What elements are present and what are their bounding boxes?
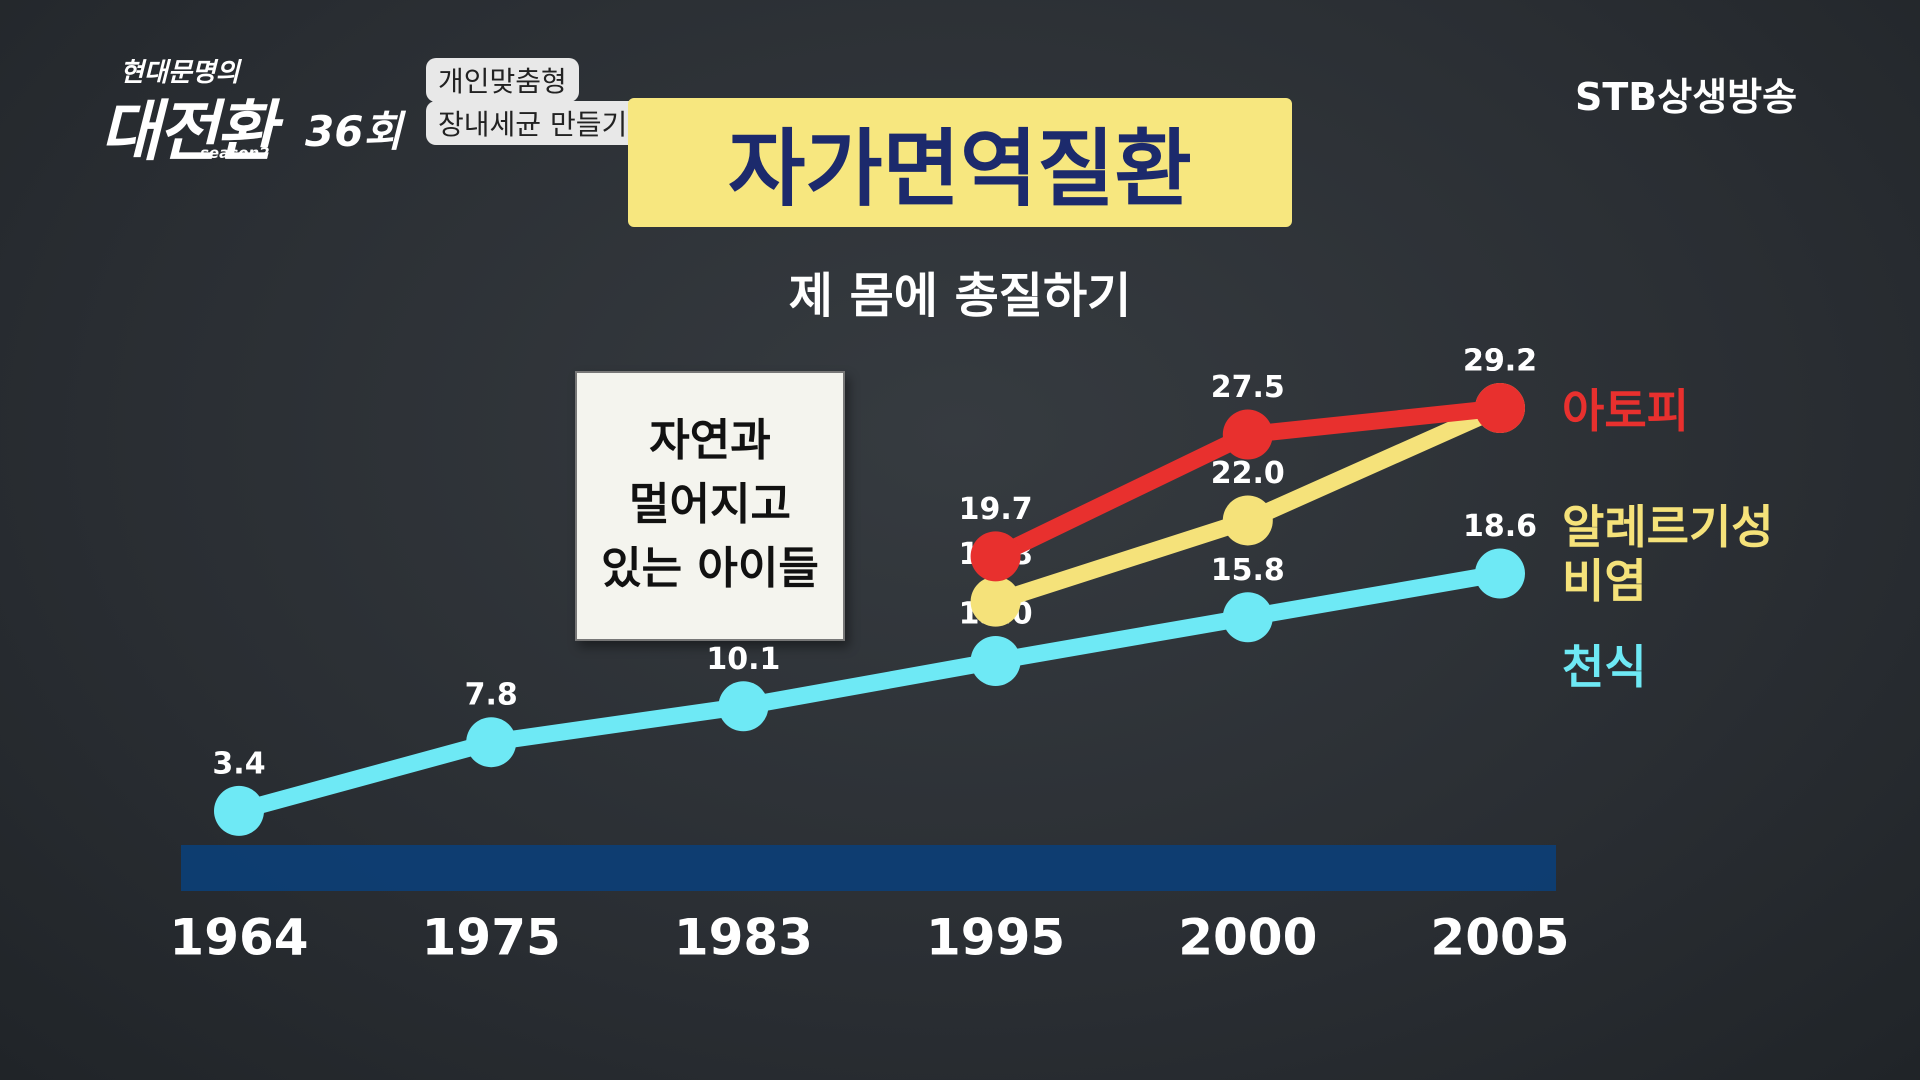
legend-label: 아토피 — [1562, 384, 1689, 438]
point — [1222, 495, 1273, 546]
tag: 장내세균 만들기 — [426, 101, 640, 145]
point — [970, 576, 1021, 627]
point — [970, 635, 1021, 686]
value-label: 3.4 — [212, 746, 265, 781]
series: 19.7 27.5 29.2 — [959, 344, 1537, 582]
show-logo: 현대문명의 대전환 36회 season2 — [100, 48, 420, 170]
x-tick-label: 1995 — [926, 909, 1065, 967]
x-tick-label: 2000 — [1178, 909, 1317, 967]
show-title-big: 대전환 — [100, 93, 276, 170]
x-tick-label: 1964 — [169, 909, 308, 967]
value-label: 29.2 — [1463, 344, 1537, 379]
value-label: 27.5 — [1211, 370, 1285, 405]
legend-label: 알레르기성 비염 — [1562, 500, 1774, 608]
point — [1222, 592, 1273, 643]
point — [970, 531, 1021, 582]
value-label: 7.8 — [465, 678, 518, 713]
note-line: 자연과 — [649, 415, 771, 466]
season: season2 — [200, 144, 270, 162]
x-tick-label: 1975 — [422, 909, 561, 967]
value-label: 10.1 — [706, 642, 780, 677]
value-label: 22.0 — [1211, 456, 1285, 491]
note-line: 멀어지고 — [629, 479, 791, 530]
tag: 개인맞춤형 — [426, 58, 579, 102]
point — [1222, 409, 1273, 460]
point — [1475, 383, 1525, 433]
note-line: 있는 아이들 — [601, 543, 819, 594]
legend-label: 천식 — [1562, 640, 1647, 694]
line — [236, 565, 1502, 820]
x-tick-label: 1983 — [674, 909, 813, 967]
value-label: 29.2 — [1463, 344, 1537, 379]
show-title-small: 현대문명의 — [120, 58, 240, 88]
point — [718, 681, 769, 732]
series: 3.47.810.113.015.818.6 — [212, 509, 1537, 836]
point — [466, 717, 517, 768]
channel-logo: STB상생방송 — [1575, 75, 1798, 119]
note-paper: 자연과 멀어지고 있는 아이들 — [575, 371, 845, 641]
episode: 36회 — [305, 107, 403, 156]
title-box: 자가면역질환 — [628, 98, 1292, 227]
axis-band — [181, 845, 1556, 891]
x-tick-label: 2005 — [1430, 909, 1569, 967]
value-label: 15.8 — [1211, 553, 1285, 588]
point — [1475, 548, 1525, 599]
point — [214, 785, 264, 836]
chart-title: 자가면역질환 — [728, 120, 1192, 218]
chart-subtitle: 제 몸에 총질하기 — [788, 268, 1132, 324]
value-label: 19.7 — [959, 492, 1033, 527]
value-label: 18.6 — [1463, 509, 1537, 544]
